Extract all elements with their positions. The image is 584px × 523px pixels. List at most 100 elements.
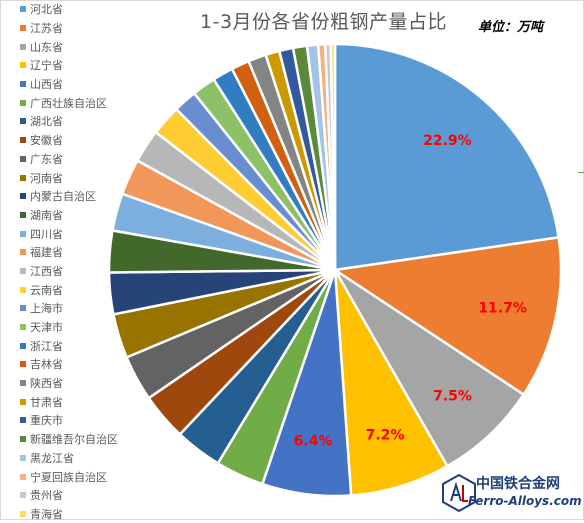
legend-label: 宁夏回族自治区 [30,470,107,484]
legend-label: 上海市 [30,302,63,316]
legend-item: 广西壮族自治区 [20,93,170,112]
legend-label: 甘肃省 [30,395,63,409]
legend-item: 湖北省 [20,112,170,131]
legend-swatch [20,25,26,32]
legend-label: 河北省 [30,3,63,17]
legend-swatch [20,6,26,13]
legend-item: 河北省 [20,0,170,19]
legend-swatch [20,81,26,88]
legend-swatch [20,473,26,480]
pie-slice [333,268,526,468]
legend-item: 福建省 [20,243,170,262]
legend-swatch [20,380,26,387]
legend-swatch [20,230,26,237]
legend-item: 山东省 [20,37,170,56]
legend-swatch [20,361,26,368]
legend-item: 内蒙古自治区 [20,187,170,206]
legend-label: 青海省 [30,507,63,521]
legend-label: 云南省 [30,283,63,297]
legend-swatch [20,43,26,50]
data-label: 7.2% [366,427,405,443]
legend-item: 安徽省 [20,131,170,150]
data-label: 6.4% [294,433,333,449]
legend-swatch [20,492,26,499]
legend-item: 陕西省 [20,374,170,393]
legend-swatch [20,342,26,349]
legend-swatch [20,99,26,106]
legend-item: 浙江省 [20,336,170,355]
legend-label: 湖北省 [30,115,63,129]
legend-label: 江苏省 [30,22,63,36]
edge-marker [578,172,584,173]
legend-label: 江西省 [30,264,63,278]
legend-item: 新疆维吾尔自治区 [20,430,170,449]
legend-item: 上海市 [20,299,170,318]
legend-item: 甘肃省 [20,392,170,411]
chart-title: 1-3月份各省份粗钢产量占比 [200,11,448,33]
legend-item: 贵州省 [20,486,170,505]
legend-item: 重庆市 [20,411,170,430]
legend-label: 吉林省 [30,358,63,372]
legend-swatch [20,267,26,274]
legend-item: 青海省 [20,505,170,523]
pie-slice [331,235,563,397]
legend-swatch [20,454,26,461]
legend-swatch [20,155,26,162]
watermark-name: 中国铁合金网 [476,476,560,492]
legend-label: 湖南省 [30,208,63,222]
legend-swatch [20,510,26,517]
legend-swatch [20,118,26,125]
pie-slice [329,42,337,271]
legend-swatch [20,62,26,69]
legend-swatch [20,436,26,443]
legend-label: 广西壮族自治区 [30,96,107,110]
legend-label: 四川省 [30,227,63,241]
legend-label: 天津市 [30,321,63,335]
legend-item: 云南省 [20,280,170,299]
legend-label: 河南省 [30,171,63,185]
legend-label: 安徽省 [30,134,63,148]
watermark: 中国铁合金网 Ferro-Alloys.com [440,470,582,516]
data-label: 7.5% [433,388,472,404]
watermark-url: Ferro-Alloys.com [468,494,582,508]
legend-label: 山西省 [30,78,63,92]
legend-label: 福建省 [30,246,63,260]
pie-slice [333,269,449,497]
legend-swatch [20,193,26,200]
legend-item: 宁夏回族自治区 [20,467,170,486]
legend-label: 山东省 [30,40,63,54]
legend: 河北省江苏省山东省辽宁省山西省广西壮族自治区 湖北省安徽省广东省河南省内蒙古自治区… [20,0,170,523]
legend-label: 贵州省 [30,489,63,503]
pie-slice [333,42,561,272]
legend-swatch [20,286,26,293]
legend-item: 吉林省 [20,355,170,374]
legend-label: 广东省 [30,152,63,166]
legend-swatch [20,305,26,312]
unit-note: 单位：万吨 [478,20,544,35]
legend-swatch [20,398,26,405]
legend-swatch [20,211,26,218]
legend-swatch [20,174,26,181]
legend-item: 广东省 [20,150,170,169]
legend-swatch [20,417,26,424]
legend-label: 陕西省 [30,377,63,391]
legend-swatch [20,249,26,256]
legend-label: 重庆市 [30,414,63,428]
legend-item: 湖南省 [20,206,170,225]
data-label: 22.9% [423,133,472,149]
legend-item: 江苏省 [20,19,170,38]
legend-item: 辽宁省 [20,56,170,75]
legend-label: 新疆维吾尔自治区 [30,433,118,447]
legend-swatch [20,137,26,144]
legend-item: 天津市 [20,318,170,337]
legend-item: 江西省 [20,262,170,281]
legend-item: 黑龙江省 [20,449,170,468]
ferro-alloys-logo-icon [442,474,476,512]
legend-label: 内蒙古自治区 [30,190,96,204]
legend-item: 河南省 [20,168,170,187]
legend-label: 浙江省 [30,339,63,353]
legend-item: 山西省 [20,75,170,94]
data-label: 11.7% [478,300,527,316]
legend-label: 辽宁省 [30,59,63,73]
